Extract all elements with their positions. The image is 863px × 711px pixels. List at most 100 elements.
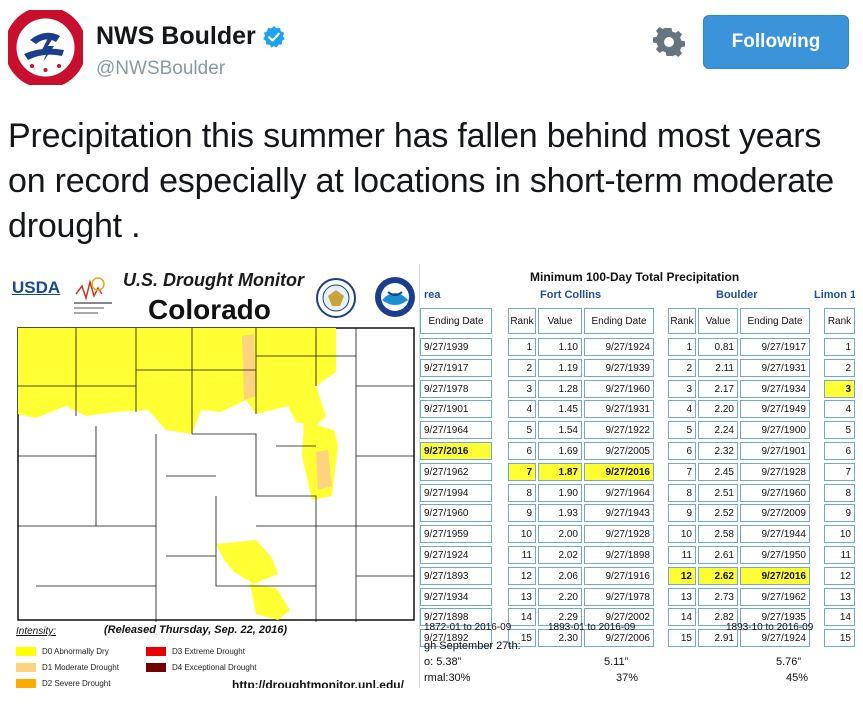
fc-value-cell: 1.10 (538, 338, 582, 356)
limon-rank-cell: 10 (824, 525, 855, 544)
legend-d1: D1 Moderate Drought (16, 663, 119, 672)
limon-rank-cell: 6 (824, 442, 855, 460)
area-date-cell: 9/27/1960 (420, 504, 492, 523)
map-state-name: Colorado (148, 294, 271, 325)
limon-rank-cell: 11 (824, 546, 855, 564)
b-rank-header: Rank (668, 308, 696, 334)
area-date-cell: 9/27/1892 (420, 629, 492, 648)
display-name[interactable]: NWS Boulder (96, 22, 286, 51)
b-rank-cell: 11 (668, 546, 696, 564)
avatar[interactable] (4, 6, 87, 89)
limon-rank-cell: 1 (824, 338, 855, 356)
b-date-cell: 9/27/1944 (740, 525, 810, 544)
b-value-cell: 2.52 (698, 504, 738, 523)
b-date-cell: 9/27/1931 (740, 358, 810, 377)
fc-rank-cell: 9 (508, 504, 536, 523)
fc-value-cell: 1.54 (538, 421, 582, 440)
following-button[interactable]: Following (703, 15, 849, 69)
b-date-cell: 9/27/1935 (740, 608, 810, 627)
area-date-cell: 9/27/2016 (420, 442, 492, 460)
area-date-cell: 9/27/1934 (420, 587, 492, 606)
b-date-cell: 9/27/1928 (740, 462, 810, 481)
b-rank-cell: 14 (668, 608, 696, 627)
limon-rank-cell: 8 (824, 483, 855, 502)
b-value-cell: 2.82 (698, 608, 738, 627)
precip-table-panel: Minimum 100-Day Total Precipitation rea … (420, 264, 855, 688)
fc-value-cell: 1.90 (538, 483, 582, 502)
table-title: Minimum 100-Day Total Precipitation (530, 270, 740, 284)
area-date-cell: 9/27/1924 (420, 546, 492, 564)
b-value-cell: 2.24 (698, 421, 738, 440)
fc-value-cell: 1.69 (538, 442, 582, 460)
fc-date-header: Ending Date (584, 308, 654, 334)
limon-rank-cell: 9 (824, 504, 855, 523)
user-handle[interactable]: @NWSBoulder (96, 58, 226, 79)
b-date-cell: 9/27/2009 (740, 504, 810, 523)
gear-icon[interactable] (653, 26, 685, 58)
fc-value-cell: 2.02 (538, 546, 582, 564)
fc-date-cell: 9/27/1964 (584, 483, 654, 502)
intensity-label: Intensity: (16, 626, 57, 637)
b-rank-cell: 15 (668, 629, 696, 648)
fc-precip: 5.11” (604, 656, 629, 668)
b-value-cell: 2.11 (698, 358, 738, 377)
area-date-cell: 9/27/1978 (420, 379, 492, 398)
b-value-cell: 2.51 (698, 483, 738, 502)
nws-logo-icon (4, 6, 87, 89)
fc-rank-cell: 6 (508, 442, 536, 460)
b-rank-cell: 8 (668, 483, 696, 502)
fc-date-cell: 9/27/1898 (584, 546, 654, 564)
fc-date-cell: 9/27/1939 (584, 358, 654, 377)
limon-rank-cell: 15 (824, 629, 855, 648)
area-date-cell: 9/27/1959 (420, 525, 492, 544)
b-date-cell: 9/27/1901 (740, 442, 810, 460)
b-rank-cell: 7 (668, 462, 696, 481)
fc-value-cell: 2.30 (538, 629, 582, 648)
b-value-header: Value (698, 308, 738, 334)
fc-value-cell: 1.28 (538, 379, 582, 398)
fc-rank-cell: 11 (508, 546, 536, 564)
fc-date-cell: 9/27/2016 (584, 462, 654, 481)
user-name[interactable]: NWS Boulder (96, 22, 256, 50)
fc-rank-cell: 8 (508, 483, 536, 502)
drought-map-panel: USDA U.S. Drought Monitor Colorado (8, 264, 420, 688)
limon-rank-cell: 4 (824, 400, 855, 419)
legend-d3-swatch (146, 647, 166, 656)
legend-d0: D0 Abnormally Dry (16, 647, 109, 656)
fc-rank-header: Rank (508, 308, 536, 334)
fc-value-cell: 2.20 (538, 587, 582, 606)
area-date-cell: 9/27/1917 (420, 358, 492, 377)
drought-monitor-url: http://droughtmonitor.unl.edu/ (232, 678, 404, 688)
b-date-cell: 9/27/1962 (740, 587, 810, 606)
fc-rank-cell: 14 (508, 608, 536, 627)
legend-d4: D4 Exceptional Drought (146, 663, 257, 672)
fc-rank-cell: 7 (508, 462, 536, 481)
d0-south2-region (250, 584, 290, 620)
b-date-cell: 9/27/1960 (740, 483, 810, 502)
fc-date-cell: 9/27/1928 (584, 525, 654, 544)
b-rank-cell: 4 (668, 400, 696, 419)
precip-label: o: 5.38” (424, 656, 462, 668)
b-value-cell: 2.62 (698, 566, 738, 585)
fc-rank-cell: 15 (508, 629, 536, 648)
b-rank-cell: 5 (668, 421, 696, 440)
d0-south-region (216, 540, 278, 584)
fc-rank-cell: 3 (508, 379, 536, 398)
verified-badge-icon (262, 25, 285, 48)
fc-value-header: Value (538, 308, 582, 334)
fc-value-cell: 2.00 (538, 525, 582, 544)
fc-value-cell: 2.06 (538, 566, 582, 585)
limon-rank-cell: 7 (824, 462, 855, 481)
range-area: 1872-01 to 2016-09 (424, 622, 512, 633)
fc-value-cell: 1.45 (538, 400, 582, 419)
tweet-image[interactable]: USDA U.S. Drought Monitor Colorado (8, 264, 855, 688)
station-fort-collins: Fort Collins (540, 289, 602, 301)
limon-rank-cell: 13 (824, 587, 855, 606)
b-date-cell: 9/27/1950 (740, 546, 810, 564)
fc-rank-cell: 2 (508, 358, 536, 377)
b-rank-cell: 9 (668, 504, 696, 523)
limon-rank-cell: 12 (824, 566, 855, 585)
fc-date-cell: 9/27/2002 (584, 608, 654, 627)
boulder-precip: 5.76” (776, 656, 802, 668)
noaa-logo-icon (375, 277, 415, 317)
